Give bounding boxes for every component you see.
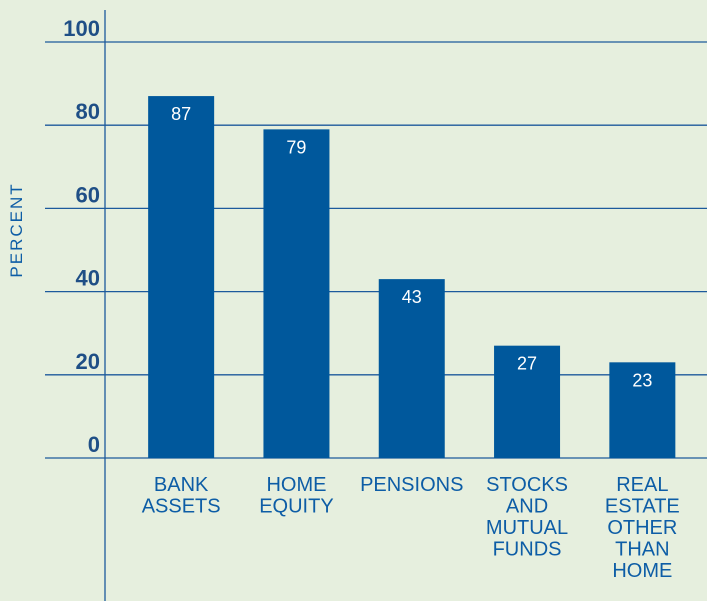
- bar: [263, 129, 330, 459]
- x-tick-label: HOME EQUITY: [259, 474, 333, 518]
- bar: [378, 279, 445, 458]
- value-label: 23: [632, 370, 652, 390]
- x-tick-label: REAL ESTATE OTHER THAN HOME: [605, 474, 680, 582]
- bar: [609, 362, 676, 458]
- x-tick-label: STOCKS AND MUTUAL FUNDS: [486, 474, 568, 561]
- value-label: 43: [402, 287, 422, 307]
- bar: [148, 96, 215, 458]
- y-tick-label: 80: [76, 99, 100, 124]
- y-axis-label: PERCENT: [7, 182, 26, 277]
- y-tick-label: 0: [88, 432, 100, 457]
- value-label: 87: [171, 104, 191, 124]
- x-tick-label: PENSIONS: [360, 474, 463, 496]
- value-label: 27: [517, 354, 537, 374]
- value-label: 79: [286, 137, 306, 157]
- y-tick-label: 20: [76, 349, 100, 374]
- x-tick-label: BANK ASSETS: [142, 474, 221, 518]
- y-tick-label: 60: [76, 182, 100, 207]
- y-tick-label: 100: [63, 16, 100, 41]
- bar: [494, 345, 561, 458]
- y-tick-label: 40: [76, 266, 100, 291]
